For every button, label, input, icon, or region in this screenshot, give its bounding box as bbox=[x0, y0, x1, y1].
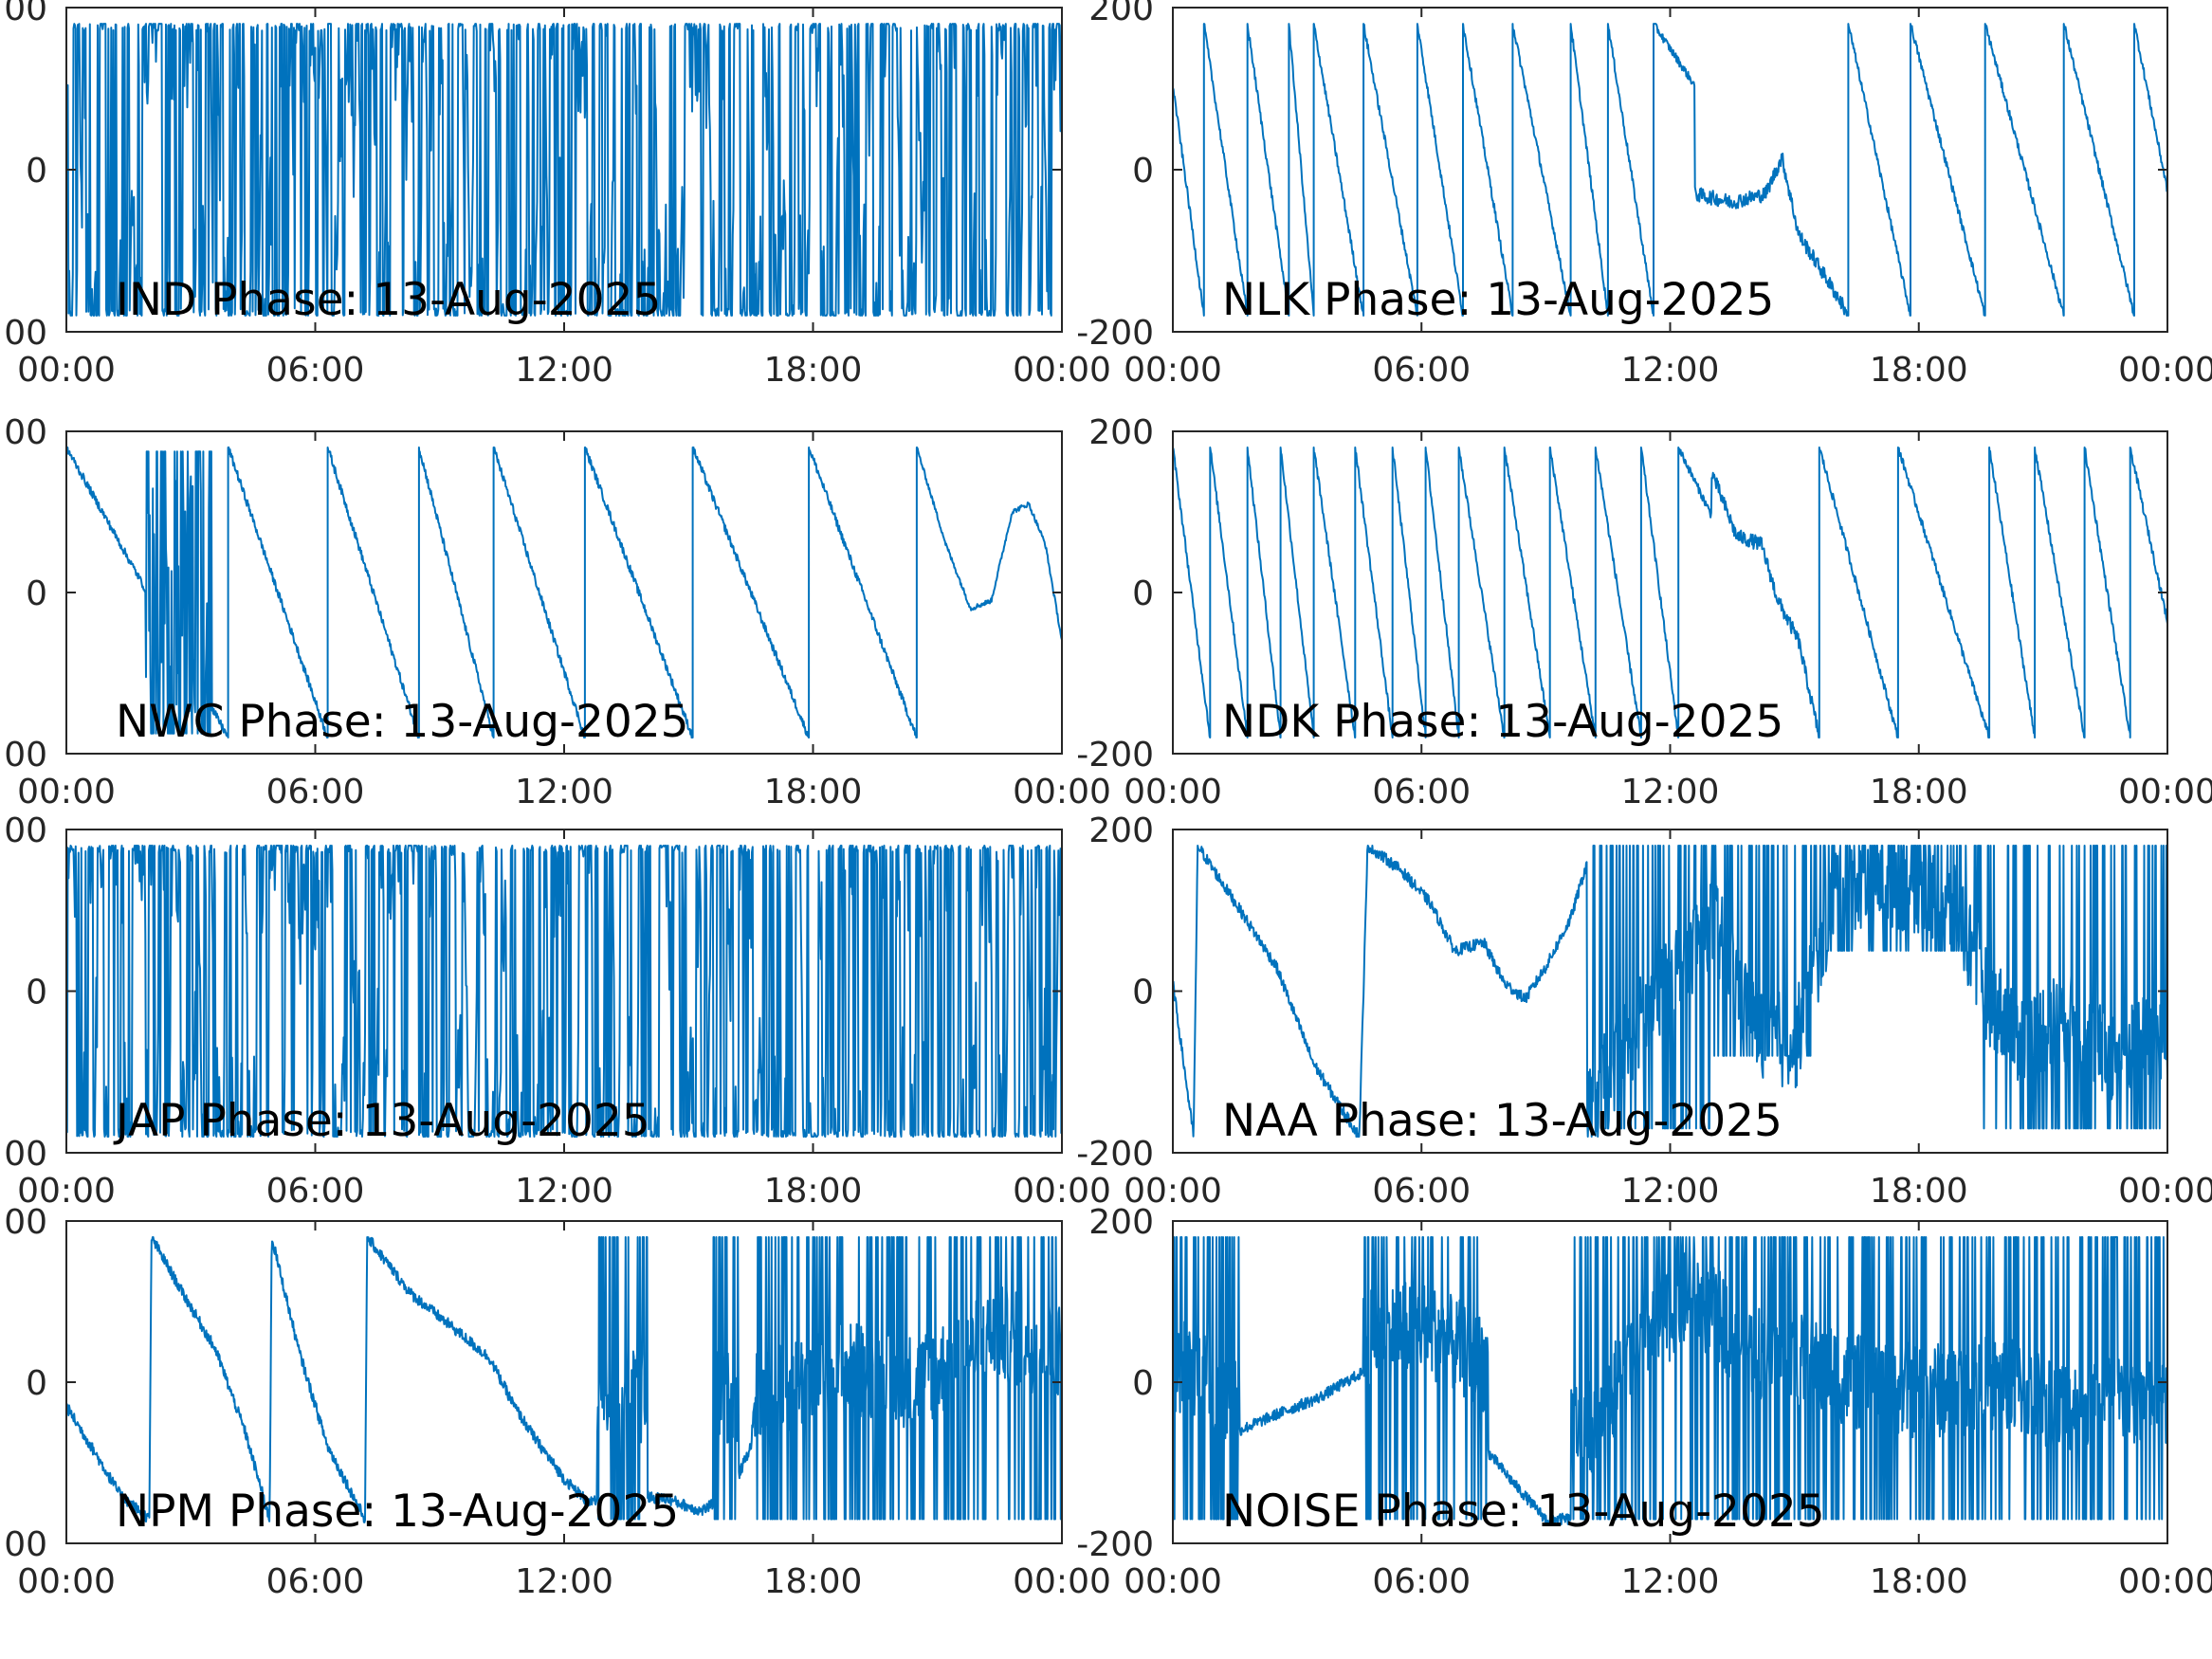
subplot-title: NWC Phase: 13-Aug-2025 bbox=[116, 696, 689, 748]
x-tick-label: 06:00 bbox=[1372, 1562, 1471, 1601]
x-tick-label: 18:00 bbox=[1870, 351, 1968, 390]
x-tick-label: 00:00 bbox=[17, 351, 116, 390]
y-tick-label: 00 bbox=[4, 0, 47, 28]
x-tick-label: 18:00 bbox=[764, 351, 863, 390]
y-tick-label: 0 bbox=[1132, 1364, 1154, 1403]
y-tick-label: 200 bbox=[1088, 811, 1154, 850]
phase-line bbox=[1172, 845, 2168, 1138]
x-tick-label: 00:00 bbox=[1124, 1172, 1222, 1211]
y-tick-label: 200 bbox=[1088, 0, 1154, 28]
x-tick-label: 12:00 bbox=[515, 1172, 613, 1211]
x-tick-label: 12:00 bbox=[515, 1562, 613, 1601]
y-tick-label: 200 bbox=[1088, 1203, 1154, 1242]
x-tick-label: 00:00 bbox=[1124, 773, 1222, 811]
y-tick-label: 200 bbox=[1088, 413, 1154, 452]
y-tick-label: 00 bbox=[4, 1203, 47, 1242]
y-tick-label: 0 bbox=[26, 152, 47, 191]
x-tick-label: 00:00 bbox=[17, 773, 116, 811]
y-tick-label: 0 bbox=[1132, 574, 1154, 613]
subplot-title: IND Phase: 13-Aug-2025 bbox=[116, 274, 661, 326]
subplot-title: NAA Phase: 13-Aug-2025 bbox=[1222, 1095, 1782, 1147]
x-tick-label: 00:00 bbox=[17, 1562, 116, 1601]
x-tick-label: 06:00 bbox=[1372, 1172, 1471, 1211]
y-tick-label: -200 bbox=[1076, 314, 1154, 353]
subplot-title: NOISE Phase: 13-Aug-2025 bbox=[1222, 1486, 1825, 1538]
x-tick-label: 00:00 bbox=[2118, 1562, 2212, 1601]
x-tick-label: 00:00 bbox=[1013, 773, 1111, 811]
y-tick-label: 0 bbox=[1132, 974, 1154, 1012]
x-tick-label: 00:00 bbox=[1013, 1562, 1111, 1601]
x-tick-label: 06:00 bbox=[266, 351, 365, 390]
subplot-title: NPM Phase: 13-Aug-2025 bbox=[116, 1486, 679, 1538]
x-tick-label: 12:00 bbox=[1621, 773, 1720, 811]
y-tick-label: 00 bbox=[4, 413, 47, 452]
x-tick-label: 06:00 bbox=[266, 1172, 365, 1211]
phase-line bbox=[65, 845, 1063, 1138]
phase-line bbox=[1172, 23, 2168, 317]
x-tick-label: 00:00 bbox=[1124, 1562, 1222, 1601]
x-tick-label: 00:00 bbox=[1013, 351, 1111, 390]
subplot-title: NDK Phase: 13-Aug-2025 bbox=[1222, 696, 1783, 748]
y-tick-label: 00 bbox=[4, 1135, 47, 1174]
subplot-title: JAP Phase: 13-Aug-2025 bbox=[113, 1095, 650, 1147]
y-tick-label: -200 bbox=[1076, 1135, 1154, 1174]
x-tick-label: 00:00 bbox=[1124, 351, 1222, 390]
y-tick-label: 00 bbox=[4, 811, 47, 850]
phase-line bbox=[1172, 1236, 2168, 1525]
x-tick-label: 18:00 bbox=[764, 1172, 863, 1211]
x-tick-label: 00:00 bbox=[2118, 351, 2212, 390]
x-tick-label: 06:00 bbox=[1372, 773, 1471, 811]
x-tick-label: 00:00 bbox=[17, 1172, 116, 1211]
phase-line bbox=[65, 447, 1063, 738]
x-tick-label: 06:00 bbox=[266, 773, 365, 811]
x-tick-label: 18:00 bbox=[1870, 1172, 1968, 1211]
phase-line bbox=[65, 1236, 1063, 1523]
x-tick-label: 00:00 bbox=[2118, 773, 2212, 811]
x-tick-label: 06:00 bbox=[1372, 351, 1471, 390]
phase-line bbox=[65, 23, 1063, 317]
x-tick-label: 12:00 bbox=[515, 773, 613, 811]
y-tick-label: 0 bbox=[26, 974, 47, 1012]
y-tick-label: -200 bbox=[1076, 1525, 1154, 1564]
y-tick-label: 0 bbox=[26, 1364, 47, 1403]
y-tick-label: 0 bbox=[26, 574, 47, 613]
y-tick-label: 0 bbox=[1132, 152, 1154, 191]
x-tick-label: 18:00 bbox=[1870, 773, 1968, 811]
x-tick-label: 18:00 bbox=[1870, 1562, 1968, 1601]
x-tick-label: 00:00 bbox=[1013, 1172, 1111, 1211]
x-tick-label: 12:00 bbox=[515, 351, 613, 390]
x-tick-label: 00:00 bbox=[2118, 1172, 2212, 1211]
x-tick-label: 12:00 bbox=[1621, 1562, 1720, 1601]
x-tick-label: 12:00 bbox=[1621, 351, 1720, 390]
x-tick-label: 18:00 bbox=[764, 1562, 863, 1601]
x-tick-label: 06:00 bbox=[266, 1562, 365, 1601]
subplot-title: NLK Phase: 13-Aug-2025 bbox=[1222, 274, 1774, 326]
y-tick-label: 00 bbox=[4, 736, 47, 775]
phase-line bbox=[1172, 447, 2168, 738]
y-tick-label: 00 bbox=[4, 314, 47, 353]
y-tick-label: -200 bbox=[1076, 736, 1154, 775]
x-tick-label: 18:00 bbox=[764, 773, 863, 811]
y-tick-label: 00 bbox=[4, 1525, 47, 1564]
x-tick-label: 12:00 bbox=[1621, 1172, 1720, 1211]
